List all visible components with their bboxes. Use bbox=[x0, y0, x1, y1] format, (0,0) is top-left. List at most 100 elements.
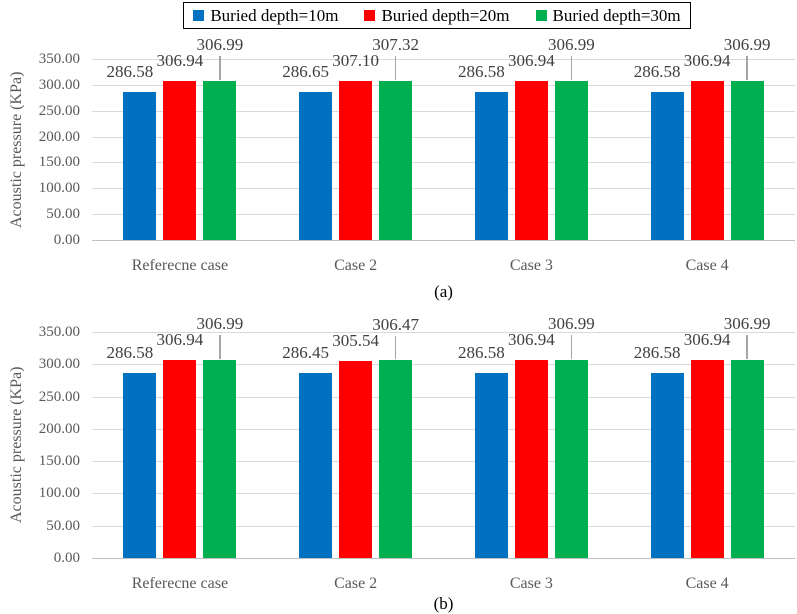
gridline bbox=[92, 332, 795, 333]
value-label: 306.94 bbox=[683, 329, 731, 349]
gridline bbox=[92, 84, 795, 86]
x-category-label: Referecne case bbox=[131, 257, 229, 274]
gridline bbox=[92, 188, 795, 190]
value-label: 286.58 bbox=[633, 61, 681, 81]
y-tick-label: 250.00 bbox=[38, 102, 80, 119]
legend-label: Buried depth=20m bbox=[381, 5, 510, 25]
gridline bbox=[92, 110, 795, 112]
value-label: 286.58 bbox=[458, 61, 505, 81]
gridline bbox=[92, 461, 795, 463]
chart-legend: Buried depth=10m Buried depth=20m Buried… bbox=[183, 2, 691, 29]
bar-buried-depth-30m-c1 bbox=[203, 359, 237, 558]
value-label: 286.58 bbox=[106, 342, 154, 362]
value-label: 286.58 bbox=[633, 342, 681, 362]
bar-buried-depth-30m-c4 bbox=[730, 81, 764, 240]
y-tick-label: 0.00 bbox=[53, 232, 80, 248]
value-label: 306.94 bbox=[156, 51, 204, 71]
label-leader-line bbox=[219, 56, 221, 81]
y-tick-label: 150.00 bbox=[38, 154, 80, 171]
bar-buried-depth-20m-c2 bbox=[339, 81, 373, 240]
value-label: 307.32 bbox=[372, 35, 419, 55]
value-label: 286.58 bbox=[458, 342, 505, 362]
bar-buried-depth-10m-c1 bbox=[123, 91, 157, 240]
y-tick-label: 300.00 bbox=[38, 76, 80, 93]
gridline bbox=[92, 214, 795, 216]
gridline bbox=[92, 396, 795, 398]
label-leader-line bbox=[394, 56, 397, 81]
x-category-label: Case 3 bbox=[509, 257, 553, 274]
legend-swatch-green-icon bbox=[535, 10, 547, 21]
gridline bbox=[92, 525, 795, 527]
legend-swatch-blue-icon bbox=[193, 10, 205, 21]
bar-buried-depth-20m-c3 bbox=[514, 81, 548, 240]
value-label: 306.94 bbox=[156, 329, 204, 349]
value-label: 306.99 bbox=[723, 313, 771, 333]
y-tick-label: 100.00 bbox=[38, 180, 80, 197]
gridline bbox=[92, 136, 795, 138]
x-category-label: Case 4 bbox=[685, 257, 729, 274]
value-label: 306.94 bbox=[508, 329, 555, 349]
bar-buried-depth-20m-c1 bbox=[163, 359, 197, 558]
bar-buried-depth-10m-c3 bbox=[474, 91, 508, 240]
label-leader-line bbox=[746, 334, 748, 359]
legend-item-buried-depth-30m: Buried depth=30m bbox=[535, 5, 681, 26]
label-leader-line bbox=[570, 56, 573, 81]
y-tick-label: 350.00 bbox=[38, 324, 80, 340]
y-tick-label: 350.00 bbox=[38, 51, 80, 67]
legend-label: Buried depth=30m bbox=[552, 5, 681, 25]
label-leader-line bbox=[394, 335, 397, 360]
y-tick-label: 100.00 bbox=[38, 485, 80, 502]
x-category-label: Case 4 bbox=[685, 575, 729, 592]
gridline bbox=[92, 59, 795, 60]
bar-buried-depth-30m-c3 bbox=[554, 81, 588, 240]
value-label: 286.58 bbox=[106, 61, 154, 81]
bar-buried-depth-10m-c4 bbox=[650, 91, 684, 240]
value-label: 286.45 bbox=[282, 343, 329, 363]
bar-buried-depth-20m-c2 bbox=[339, 360, 373, 558]
y-tick-label: 0.00 bbox=[53, 550, 80, 566]
gridline bbox=[92, 493, 795, 495]
legend-item-buried-depth-10m: Buried depth=10m bbox=[193, 6, 338, 26]
bar-buried-depth-30m-c2 bbox=[379, 81, 413, 240]
label-leader-line bbox=[219, 334, 221, 359]
bar-buried-depth-30m-c1 bbox=[203, 81, 237, 240]
value-label: 307.10 bbox=[332, 51, 379, 71]
y-tick-label: 50.00 bbox=[46, 206, 80, 223]
value-label: 305.54 bbox=[332, 330, 379, 350]
gridline bbox=[92, 162, 795, 164]
y-tick-label: 200.00 bbox=[38, 128, 80, 145]
bar-buried-depth-30m-c4 bbox=[730, 359, 764, 558]
value-label: 306.99 bbox=[723, 35, 771, 55]
value-label: 306.47 bbox=[372, 314, 419, 334]
legend-swatch-red-icon bbox=[364, 10, 376, 21]
gridline bbox=[92, 240, 795, 241]
bar-buried-depth-10m-c1 bbox=[123, 372, 157, 558]
y-tick-label: 50.00 bbox=[46, 517, 80, 534]
value-label: 306.99 bbox=[196, 35, 244, 55]
bar-buried-depth-20m-c3 bbox=[514, 359, 548, 558]
gridline bbox=[92, 364, 795, 366]
x-category-label: Case 2 bbox=[334, 257, 378, 274]
x-category-label: Case 2 bbox=[334, 575, 378, 592]
value-label: 306.94 bbox=[508, 51, 555, 71]
legend-item-buried-depth-20m: Buried depth=20m bbox=[364, 5, 510, 26]
gridline bbox=[92, 558, 795, 559]
gridline bbox=[92, 428, 795, 430]
y-tick-label: 150.00 bbox=[38, 453, 80, 470]
value-label: 306.94 bbox=[683, 51, 731, 71]
bar-buried-depth-10m-c4 bbox=[650, 372, 684, 558]
bar-buried-depth-10m-c2 bbox=[299, 373, 333, 558]
x-category-label: Case 3 bbox=[509, 575, 553, 592]
panel-caption: (b) bbox=[433, 594, 454, 613]
panel-caption: (a) bbox=[434, 282, 453, 301]
y-tick-label: 200.00 bbox=[38, 420, 80, 437]
bar-buried-depth-10m-c2 bbox=[299, 91, 333, 240]
legend-label: Buried depth=10m bbox=[210, 5, 339, 25]
bar-buried-depth-20m-c4 bbox=[690, 81, 724, 240]
bar-buried-depth-20m-c4 bbox=[690, 359, 724, 558]
bar-buried-depth-20m-c1 bbox=[163, 81, 197, 240]
value-label: 306.99 bbox=[548, 35, 595, 55]
value-label: 306.99 bbox=[548, 313, 595, 333]
label-leader-line bbox=[570, 334, 573, 359]
